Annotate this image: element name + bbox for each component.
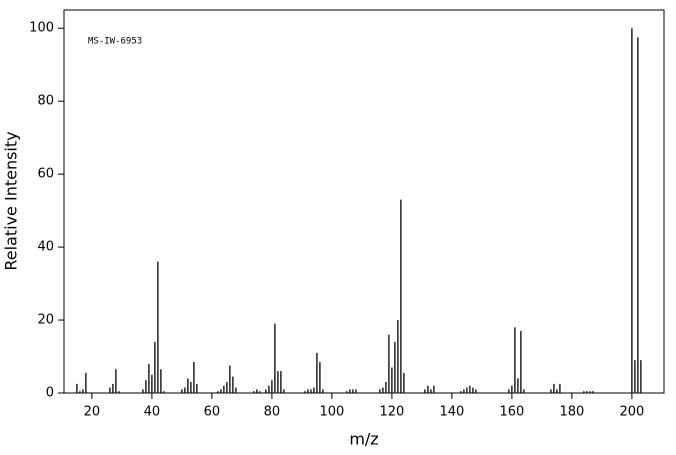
x-tick-label: 60 bbox=[204, 405, 221, 420]
y-tick-label: 60 bbox=[37, 167, 54, 182]
y-tick-label: 80 bbox=[37, 94, 54, 109]
x-tick-label: 40 bbox=[144, 405, 161, 420]
y-tick-label: 40 bbox=[37, 240, 54, 255]
x-tick-label: 180 bbox=[559, 405, 584, 420]
x-tick-label: 20 bbox=[84, 405, 101, 420]
y-tick-label: 20 bbox=[37, 313, 54, 328]
x-tick-label: 160 bbox=[499, 405, 524, 420]
x-axis-label: m/z bbox=[349, 430, 378, 449]
plot-frame bbox=[63, 9, 665, 394]
x-tick-label: 200 bbox=[619, 405, 644, 420]
y-tick-label: 0 bbox=[46, 386, 54, 401]
x-tick-label: 80 bbox=[264, 405, 281, 420]
annotation: MS-IW-6953 bbox=[88, 37, 142, 47]
x-tick-label: 120 bbox=[379, 405, 404, 420]
y-tick-label: 100 bbox=[29, 21, 54, 36]
y-axis-label: Relative Intensity bbox=[2, 131, 21, 270]
x-tick-label: 140 bbox=[439, 405, 464, 420]
x-tick-label: 100 bbox=[319, 405, 344, 420]
